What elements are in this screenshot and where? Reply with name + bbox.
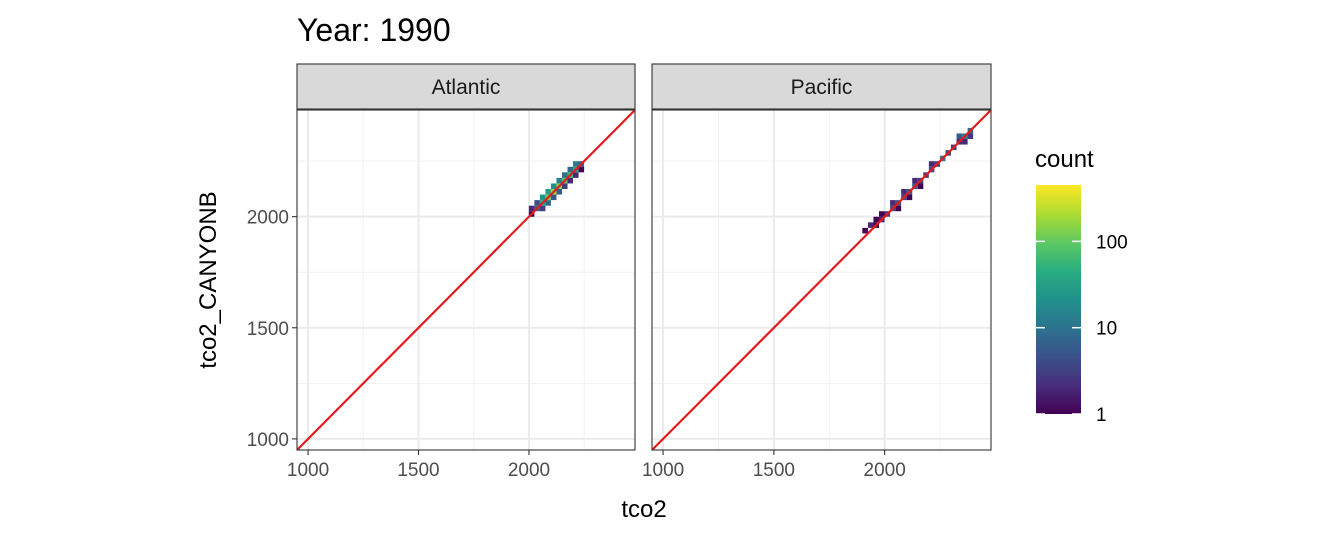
bin-cell — [556, 177, 562, 184]
x-tick-label: 1000 — [287, 460, 329, 481]
bin-cell — [928, 161, 935, 167]
bin-cell — [567, 177, 574, 184]
legend: count 1 10 100 — [1035, 146, 1128, 426]
facet-strip-label: Atlantic — [432, 76, 501, 99]
x-tick-label: 2000 — [864, 460, 906, 481]
bin-cell — [967, 133, 974, 139]
bin-cell — [901, 189, 907, 195]
facet-strip — [651, 63, 992, 110]
identity-line — [652, 110, 991, 450]
bin-cell — [862, 227, 868, 234]
panel-border — [296, 109, 636, 451]
bin-cell — [550, 183, 557, 189]
bin-cell — [567, 166, 574, 173]
y-tick-label: 2000 — [247, 208, 289, 229]
facet-panel: Pacific 1000 1500 2000 — [642, 63, 992, 481]
facet-strip-label: Pacific — [791, 76, 853, 99]
panel-border — [651, 109, 992, 451]
bin-cell — [556, 189, 562, 195]
bin-cell — [878, 211, 885, 217]
legend-tick-label: 100 — [1096, 232, 1128, 253]
facet-panel: Atlantic 1000 1500 2000 1000 1500 2000 — [247, 63, 636, 481]
y-tick-label: 1000 — [247, 430, 289, 451]
chart-title: Year: 1990 — [297, 12, 451, 48]
x-axis-title: tco2 — [621, 496, 666, 523]
bin-cell — [539, 205, 546, 212]
bin-cell — [534, 200, 540, 206]
bin-cell — [890, 200, 896, 206]
legend-title: count — [1035, 146, 1094, 173]
x-tick-label: 1500 — [397, 460, 439, 481]
bin-cell — [578, 166, 585, 173]
bin-cell — [962, 139, 968, 145]
y-tick-label: 1500 — [247, 319, 289, 340]
legend-tick-label: 10 — [1096, 319, 1117, 340]
bin-cell — [561, 183, 568, 189]
y-axis-title: tco2_CANYONB — [195, 191, 222, 368]
bin-cell — [561, 172, 568, 178]
x-tick-label: 1000 — [642, 460, 684, 481]
legend-ticks: 1 10 100 — [1036, 232, 1128, 426]
identity-line — [297, 110, 635, 450]
bin-cell — [550, 194, 557, 201]
bin-cell — [873, 216, 879, 223]
x-tick-label: 1500 — [753, 460, 795, 481]
bin-cell — [573, 172, 579, 178]
bin-cell — [545, 200, 551, 206]
bin-cell — [906, 194, 913, 201]
bin-cell — [917, 183, 924, 189]
bin-cell — [539, 194, 546, 201]
bin-cell — [867, 222, 874, 228]
bin-cell — [545, 189, 551, 195]
facets: Atlantic 1000 1500 2000 1000 1500 2000 Pacific 1… — [247, 63, 992, 481]
legend-colorbar — [1036, 185, 1081, 414]
bin-cell — [528, 205, 535, 212]
facet-strip — [296, 63, 636, 110]
bin-cell — [895, 205, 902, 212]
bin-cell — [956, 133, 963, 139]
legend-tick-label: 1 — [1096, 405, 1107, 426]
bin-cell — [912, 177, 918, 184]
bin-cell — [573, 161, 579, 167]
x-tick-label: 2000 — [508, 460, 550, 481]
